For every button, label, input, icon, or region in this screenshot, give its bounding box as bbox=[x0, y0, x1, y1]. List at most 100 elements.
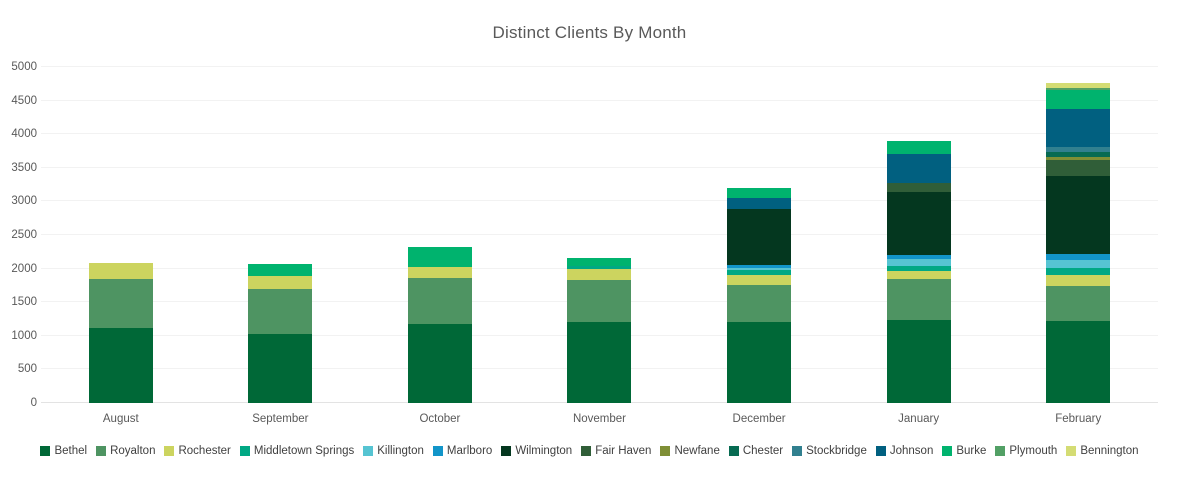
bar-segment-killington[interactable] bbox=[886, 258, 951, 267]
legend-swatch-royalton bbox=[96, 446, 107, 456]
bar-october[interactable] bbox=[407, 67, 472, 403]
bar-segment-chester[interactable] bbox=[1046, 151, 1111, 157]
bar-segment-rochester[interactable] bbox=[1046, 274, 1111, 286]
bar-segment-bethel[interactable] bbox=[727, 322, 792, 403]
bar-segment-burke[interactable] bbox=[1046, 89, 1111, 109]
bar-august[interactable] bbox=[88, 67, 153, 403]
bar-segment-royalton[interactable] bbox=[567, 280, 632, 323]
bar-segment-rochester[interactable] bbox=[248, 276, 313, 290]
bar-segment-wilmington[interactable] bbox=[727, 208, 792, 265]
bar-segment-rochester[interactable] bbox=[567, 268, 632, 281]
bar-segment-johnson[interactable] bbox=[886, 154, 951, 184]
bar-segment-rochester[interactable] bbox=[727, 275, 792, 285]
bar-column-september bbox=[201, 67, 361, 403]
legend-item-bethel[interactable]: Bethel bbox=[40, 445, 87, 457]
y-tick-label-2500: 2500 bbox=[11, 229, 37, 241]
bar-segment-middletown-springs[interactable] bbox=[886, 266, 951, 271]
bar-segment-royalton[interactable] bbox=[248, 289, 313, 335]
legend-item-johnson[interactable]: Johnson bbox=[875, 445, 934, 457]
legend-item-chester[interactable]: Chester bbox=[728, 445, 783, 457]
bar-segment-stockbridge[interactable] bbox=[1046, 146, 1111, 152]
legend-item-middletown-springs[interactable]: Middletown Springs bbox=[239, 445, 354, 457]
bar-segment-middletown-springs[interactable] bbox=[727, 269, 792, 276]
bar-segment-royalton[interactable] bbox=[886, 278, 951, 320]
bar-segment-fair-haven[interactable] bbox=[886, 183, 951, 193]
x-tick-label-october: October bbox=[419, 413, 461, 425]
legend: Bethel Royalton Rochester Middletown Spring… bbox=[0, 445, 1179, 457]
y-axis: 0 500 1000 1500 2000 2500 3000 3500 4000 4500 5000 bbox=[0, 61, 37, 409]
bar-december[interactable] bbox=[727, 67, 792, 403]
bar-september[interactable] bbox=[248, 67, 313, 403]
legend-label: Killington bbox=[377, 445, 424, 457]
bar-segment-bethel[interactable] bbox=[1046, 320, 1111, 403]
legend-label: Marlboro bbox=[446, 445, 493, 457]
bar-segment-plymouth[interactable] bbox=[1046, 87, 1111, 90]
x-tick-label-november: November bbox=[572, 413, 627, 425]
bar-column-january bbox=[839, 67, 999, 403]
bar-segment-royalton[interactable] bbox=[88, 279, 153, 328]
bar-column-october bbox=[360, 67, 520, 403]
legend-label: Johnson bbox=[889, 445, 934, 457]
bar-segment-johnson[interactable] bbox=[1046, 109, 1111, 147]
legend-label: Burke bbox=[956, 445, 987, 457]
bar-column-february bbox=[998, 67, 1158, 403]
legend-item-wilmington[interactable]: Wilmington bbox=[501, 445, 572, 457]
legend-swatch-johnson bbox=[875, 446, 886, 456]
y-tick-label-4500: 4500 bbox=[11, 94, 37, 107]
bar-segment-bethel[interactable] bbox=[248, 334, 313, 403]
legend-item-marlboro[interactable]: Marlboro bbox=[432, 445, 493, 457]
bar-segment-burke[interactable] bbox=[567, 258, 632, 266]
bar-segment-burke[interactable] bbox=[727, 187, 792, 199]
plot-area bbox=[41, 66, 1158, 403]
bar-segment-marlboro[interactable] bbox=[886, 254, 951, 259]
y-tick-label-3500: 3500 bbox=[11, 161, 37, 174]
bar-segment-burke[interactable] bbox=[407, 247, 472, 267]
bar-segment-royalton[interactable] bbox=[407, 278, 472, 325]
bar-segment-bethel[interactable] bbox=[88, 327, 153, 403]
x-tick-label-september: September bbox=[252, 413, 309, 425]
legend-item-royalton[interactable]: Royalton bbox=[96, 445, 155, 457]
bar-segment-bethel[interactable] bbox=[886, 319, 951, 403]
bar-segment-killington[interactable] bbox=[727, 268, 792, 270]
legend-item-stockbridge[interactable]: Stockbridge bbox=[792, 445, 867, 457]
bar-segment-rochester[interactable] bbox=[407, 266, 472, 279]
y-tick-label-0: 0 bbox=[30, 397, 37, 409]
bar-column-december bbox=[679, 67, 839, 403]
bar-segment-burke[interactable] bbox=[248, 263, 313, 277]
bar-segment-fair-haven[interactable] bbox=[1046, 160, 1111, 176]
bar-segment-bethel[interactable] bbox=[407, 324, 472, 403]
bar-segment-newfane[interactable] bbox=[1046, 156, 1111, 161]
bar-segment-johnson[interactable] bbox=[727, 198, 792, 209]
legend-item-killington[interactable]: Killington bbox=[363, 445, 424, 457]
legend-swatch-stockbridge bbox=[792, 446, 803, 456]
bar-segment-marlboro[interactable] bbox=[1046, 253, 1111, 260]
bar-november[interactable] bbox=[567, 67, 632, 403]
gridline-5000 bbox=[41, 66, 1158, 67]
legend-item-burke[interactable]: Burke bbox=[942, 445, 986, 457]
gridline-3500 bbox=[41, 166, 1158, 168]
bar-segment-wilmington[interactable] bbox=[1046, 175, 1111, 254]
bar-segment-wilmington[interactable] bbox=[886, 192, 951, 255]
bar-january[interactable] bbox=[886, 67, 951, 403]
bar-segment-middletown-springs[interactable] bbox=[1046, 267, 1111, 275]
legend-label: Plymouth bbox=[1009, 445, 1058, 457]
bar-segment-royalton[interactable] bbox=[727, 284, 792, 323]
legend-item-fair-haven[interactable]: Fair Haven bbox=[581, 445, 651, 457]
legend-item-rochester[interactable]: Rochester bbox=[164, 445, 231, 457]
bar-february[interactable] bbox=[1046, 67, 1111, 403]
y-tick-label-1500: 1500 bbox=[11, 296, 37, 309]
bar-segment-rochester[interactable] bbox=[886, 270, 951, 279]
bar-segment-burke[interactable] bbox=[886, 140, 951, 155]
bar-segment-marlboro[interactable] bbox=[727, 264, 792, 269]
bar-segment-bethel[interactable] bbox=[567, 322, 632, 403]
legend-item-plymouth[interactable]: Plymouth bbox=[995, 445, 1057, 457]
legend-item-newfane[interactable]: Newfane bbox=[660, 445, 720, 457]
bar-segment-royalton[interactable] bbox=[1046, 285, 1111, 321]
legend-swatch-bethel bbox=[40, 446, 51, 456]
bar-segment-rochester[interactable] bbox=[88, 263, 153, 280]
bar-segment-middletown-springs[interactable] bbox=[567, 265, 632, 269]
bar-segment-bennington[interactable] bbox=[1046, 83, 1111, 88]
bar-segment-killington[interactable] bbox=[1046, 259, 1111, 268]
x-tick-label-january: January bbox=[898, 413, 940, 425]
legend-item-bennington[interactable]: Bennington bbox=[1066, 445, 1139, 457]
